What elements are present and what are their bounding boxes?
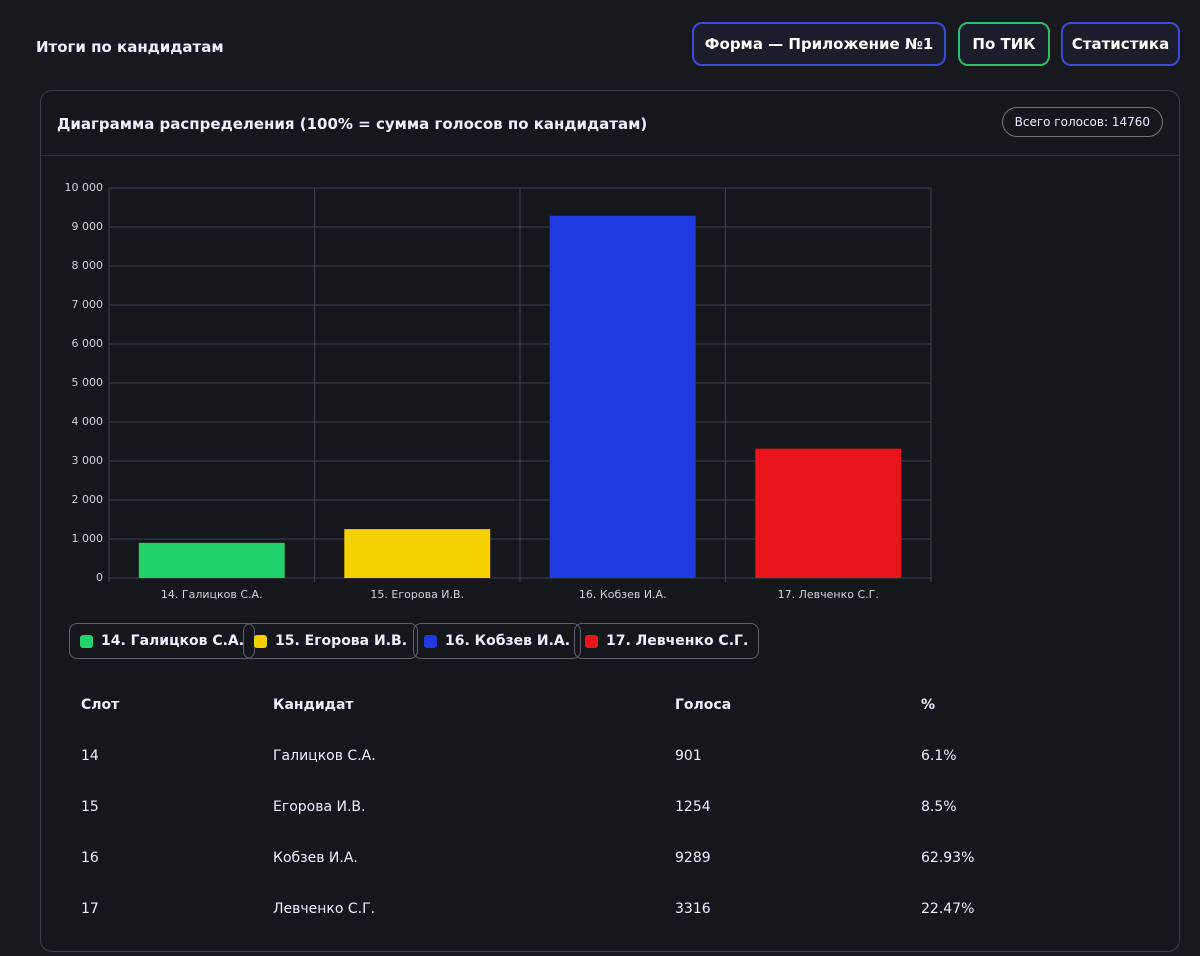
y-tick-label: 4 000 [72, 415, 104, 428]
y-tick-label: 3 000 [72, 454, 104, 467]
table-cell: 14 [81, 748, 99, 764]
y-tick-label: 5 000 [72, 376, 104, 389]
table-cell: Егорова И.В. [273, 799, 366, 815]
y-tick-label: 8 000 [72, 259, 104, 272]
legend-swatch [424, 634, 437, 648]
x-tick-label: 15. Егорова И.В. [370, 588, 464, 601]
y-tick-label: 0 [96, 571, 103, 584]
bar [138, 542, 285, 578]
legend-item[interactable]: 16. Кобзев И.А. [413, 623, 582, 659]
table-cell: Галицков С.А. [273, 748, 376, 764]
y-tick-label: 6 000 [72, 337, 104, 350]
legend-swatch [254, 634, 267, 648]
legend-swatch [80, 634, 93, 648]
column-header: Кандидат [273, 697, 354, 713]
table-cell: 15 [81, 799, 99, 815]
x-tick-label: 14. Галицков С.А. [161, 588, 263, 601]
table-cell: 8.5% [921, 799, 957, 815]
legend-label: 15. Егорова И.В. [275, 633, 408, 649]
legend-item[interactable]: 17. Левченко С.Г. [574, 623, 760, 659]
bar [755, 448, 902, 578]
legend-label: 17. Левченко С.Г. [606, 633, 749, 649]
table-cell: 22.47% [921, 901, 975, 917]
legend-swatch [585, 634, 598, 648]
table-cell: 16 [81, 850, 99, 866]
table-cell: Кобзев И.А. [273, 850, 358, 866]
legend-label: 16. Кобзев И.А. [445, 633, 571, 649]
y-tick-label: 9 000 [72, 220, 104, 233]
table-cell: 9289 [675, 850, 711, 866]
x-tick-label: 17. Левченко С.Г. [778, 588, 879, 601]
table-cell: 6.1% [921, 748, 957, 764]
total-votes: Всего голосов: 14760 [1001, 107, 1163, 137]
y-tick-label: 2 000 [72, 493, 104, 506]
table-cell: 17 [81, 901, 99, 917]
divider [41, 155, 1179, 156]
bar [344, 529, 491, 578]
y-tick-label: 1 000 [72, 532, 104, 545]
legend-label: 14. Галицков С.А. [101, 633, 245, 649]
legend-item[interactable]: 14. Галицков С.А. [69, 623, 256, 659]
form-button[interactable]: Форма — Приложение №1 [692, 22, 946, 66]
legend-item[interactable]: 15. Егорова И.В. [243, 623, 419, 659]
column-header: Слот [81, 697, 120, 713]
panel-title: Диаграмма распределения (100% = сумма го… [57, 115, 648, 133]
table-cell: Левченко С.Г. [273, 901, 376, 917]
table-cell: 62.93% [921, 850, 975, 866]
tik-button[interactable]: По ТИК [958, 22, 1050, 66]
column-header: % [921, 697, 936, 713]
x-tick-label: 16. Кобзев И.А. [579, 588, 667, 601]
column-header: Голоса [675, 697, 732, 713]
chart-panel: Диаграмма распределения (100% = сумма го… [40, 90, 1180, 952]
table-cell: 1254 [675, 799, 711, 815]
y-tick-label: 7 000 [72, 298, 104, 311]
page-title: Итоги по кандидатам [36, 38, 224, 56]
chart: 0 1 000 2 000 3 000 4 000 5 000 6 000 7 000 8 00… [65, 181, 932, 601]
table-cell: 901 [675, 748, 702, 764]
table-cell: 3316 [675, 901, 711, 917]
bar [549, 215, 696, 578]
y-tick-label: 10 000 [65, 181, 104, 194]
stats-button[interactable]: Статистика [1061, 22, 1180, 66]
